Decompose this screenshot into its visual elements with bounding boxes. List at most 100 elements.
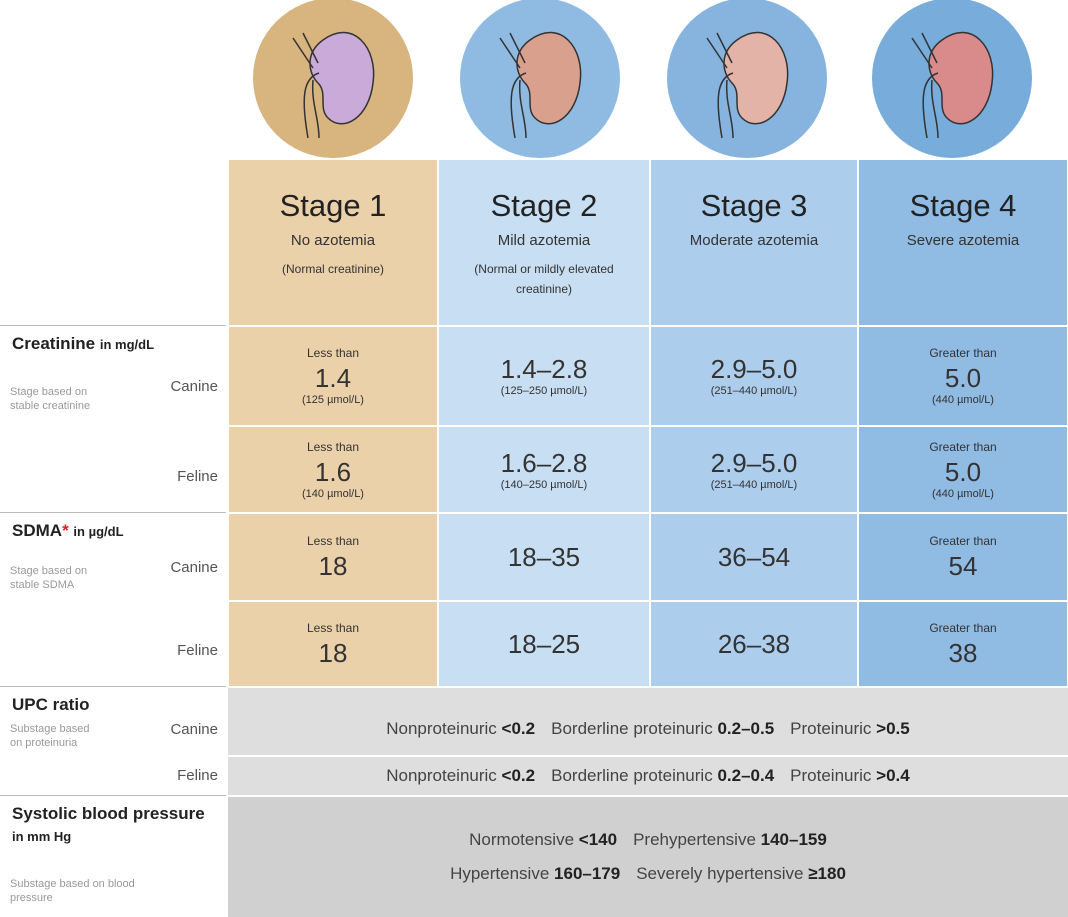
value-range: 18–35: [508, 543, 580, 571]
value-cell: 18–25: [439, 602, 649, 686]
section-rule: [0, 325, 226, 326]
range-item: Borderline proteinuric 0.2–0.4: [551, 766, 774, 786]
value-cell: Less than18: [229, 602, 437, 686]
stage-header: Stage 2 Mild azotemia (Normal or mildly el…: [439, 160, 649, 325]
range-term: Nonproteinuric: [386, 766, 497, 785]
section-note: Substage based on proteinuria: [10, 722, 90, 772]
range-term: Borderline proteinuric: [551, 719, 713, 738]
range-item: Normotensive <140: [469, 830, 617, 849]
bp-line: Normotensive <140 Prehypertensive 140–159: [461, 823, 835, 857]
value-range: 18: [319, 552, 348, 580]
value-range: 1.4: [315, 364, 351, 392]
value-cell: 1.4–2.8(125–250 µmol/L): [439, 327, 649, 425]
value-prefix: Less than: [307, 440, 359, 454]
range-value: >0.4: [876, 766, 910, 785]
section-note: Substage based on blood pressure: [10, 877, 160, 917]
value-cell: 1.6–2.8 (140–250 µmol/L): [439, 427, 649, 512]
range-item: Nonproteinuric <0.2: [386, 719, 535, 739]
value-range: 26–38: [718, 630, 790, 658]
value-range: 36–54: [718, 543, 790, 571]
bp-line: Hypertensive 160–179 Severely hypertensiv…: [442, 857, 854, 891]
range-value: 0.2–0.4: [717, 766, 774, 785]
value-si: (440 µmol/L): [932, 394, 994, 406]
species-label: Feline: [120, 767, 218, 787]
section-note: Stage based on stable SDMA: [10, 564, 105, 614]
section-label: Systolic blood pressure: [12, 804, 205, 823]
range-value: 140–159: [761, 830, 827, 849]
range-term: Nonproteinuric: [386, 719, 497, 738]
range-item: Severely hypertensive ≥180: [636, 864, 846, 883]
footnote-mark: *: [62, 521, 69, 540]
value-prefix: Less than: [307, 534, 359, 548]
upc-row: Nonproteinuric <0.2 Borderline proteinuri…: [228, 757, 1068, 795]
value-cell: 36–54: [651, 514, 857, 600]
value-cell: Less than 18: [229, 514, 437, 600]
range-value: 0.2–0.5: [717, 719, 774, 738]
bp-block: Normotensive <140 Prehypertensive 140–159…: [228, 797, 1068, 917]
section-unit: in mm Hg: [12, 829, 71, 844]
range-item: Borderline proteinuric 0.2–0.5: [551, 719, 774, 739]
stage-subtitle: Moderate azotemia: [690, 232, 818, 249]
value-cell: 2.9–5.0(251–440 µmol/L): [651, 427, 857, 512]
range-item: Proteinuric >0.4: [790, 766, 910, 786]
stage-title: Stage 2: [491, 188, 598, 224]
species-label: Feline: [120, 642, 218, 662]
species-label: Canine: [120, 378, 218, 398]
value-si: (140–250 µmol/L): [501, 479, 587, 491]
range-value: <140: [579, 830, 617, 849]
range-item: Proteinuric >0.5: [790, 719, 910, 739]
species-label: Feline: [120, 468, 218, 488]
value-range: 2.9–5.0: [711, 355, 798, 383]
value-si: (140 µmol/L): [302, 488, 364, 500]
range-term: Prehypertensive: [633, 830, 756, 849]
value-range: 5.0: [945, 364, 981, 392]
stage-note: (Normal or mildly elevated creatinine): [474, 259, 614, 299]
value-range: 5.0: [945, 458, 981, 486]
stage-subtitle: No azotemia: [291, 232, 375, 249]
value-range: 38: [949, 639, 978, 667]
section-rule: [0, 512, 226, 513]
range-term: Hypertensive: [450, 864, 549, 883]
range-term: Proteinuric: [790, 719, 871, 738]
range-item: Prehypertensive 140–159: [633, 830, 827, 849]
range-value: ≥180: [808, 864, 846, 883]
value-cell: Greater than 54: [859, 514, 1067, 600]
range-value: >0.5: [876, 719, 910, 738]
range-term: Proteinuric: [790, 766, 871, 785]
stage-subtitle: Mild azotemia: [498, 232, 591, 249]
value-range: 1.6–2.8: [501, 449, 588, 477]
range-term: Severely hypertensive: [636, 864, 803, 883]
value-prefix: Greater than: [929, 440, 996, 454]
value-cell: 18–35: [439, 514, 649, 600]
stage-title: Stage 3: [701, 188, 808, 224]
value-cell: 26–38: [651, 602, 857, 686]
range-item: Nonproteinuric <0.2: [386, 766, 535, 786]
section-label: UPC ratio: [12, 695, 89, 714]
value-si: (440 µmol/L): [932, 488, 994, 500]
kidney-illustrations: [0, 0, 1068, 160]
ckd-staging-table: Stage 1No azotemia(Normal creatinine)Sta…: [0, 0, 1068, 917]
section-heading: Systolic blood pressure in mm Hg: [12, 803, 212, 863]
value-range: 1.6: [315, 458, 351, 486]
value-cell: Greater than 5.0 (440 µmol/L): [859, 327, 1067, 425]
stage-note: (Normal creatinine): [263, 259, 403, 279]
section-rule: [0, 686, 226, 687]
range-value: 160–179: [554, 864, 620, 883]
stage-subtitle: Severe azotemia: [907, 232, 1020, 249]
upc-row: Nonproteinuric <0.2 Borderline proteinuri…: [228, 688, 1068, 755]
value-prefix: Greater than: [929, 621, 996, 635]
value-prefix: Greater than: [929, 534, 996, 548]
range-term: Normotensive: [469, 830, 574, 849]
value-si: (125–250 µmol/L): [501, 385, 587, 397]
range-value: <0.2: [502, 719, 536, 738]
value-si: (251–440 µmol/L): [711, 479, 797, 491]
value-si: (125 µmol/L): [302, 394, 364, 406]
value-range: 18–25: [508, 630, 580, 658]
value-range: 54: [949, 552, 978, 580]
value-prefix: Less than: [307, 621, 359, 635]
value-prefix: Greater than: [929, 346, 996, 360]
stage-header: Stage 3 Moderate azotemia: [651, 160, 857, 325]
species-label: Canine: [120, 721, 218, 741]
